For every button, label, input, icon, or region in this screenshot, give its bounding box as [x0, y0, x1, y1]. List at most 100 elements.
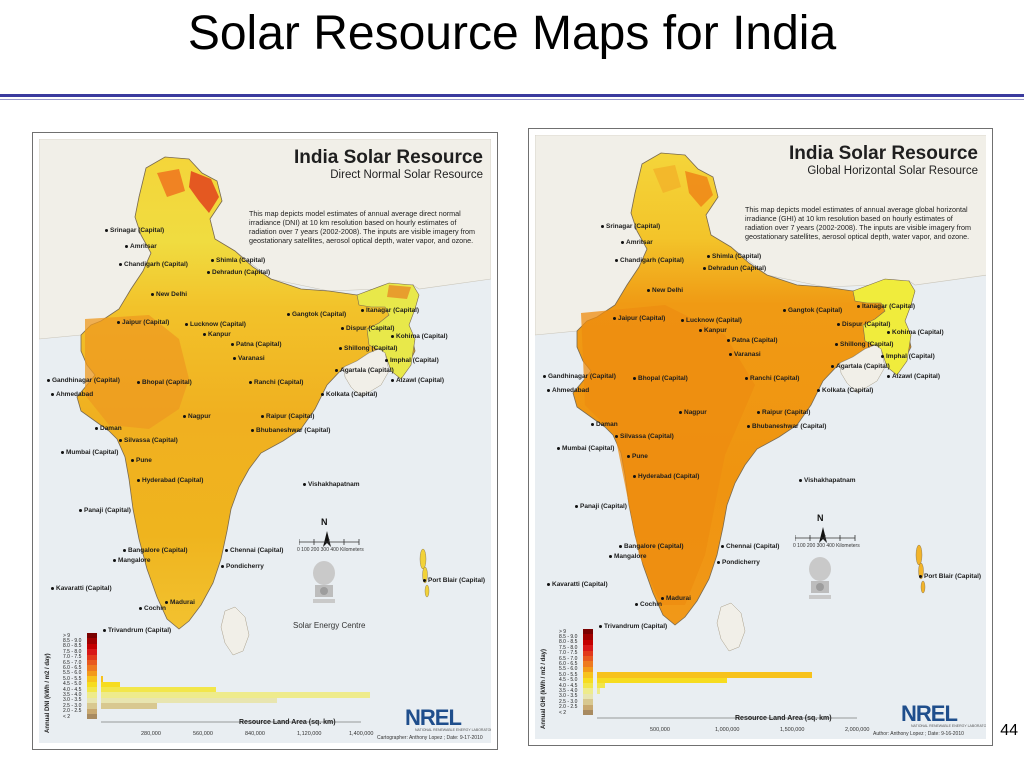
legend-class-label: 6.5 - 7.0 [559, 655, 578, 662]
scale-bar-label: 0 100 200 300 400 Kilometers [793, 543, 860, 549]
legend-swatch [583, 666, 593, 673]
city-label: Agartala (Capital) [831, 363, 890, 371]
city-label: Bhopal (Capital) [633, 375, 688, 383]
legend-class-label: 6.0 - 6.5 [63, 664, 82, 671]
resource-area-bar [101, 697, 278, 704]
city-label: Varanasi [233, 355, 265, 363]
map-description: This map depicts model estimates of annu… [249, 209, 475, 245]
high-resource-patch [189, 171, 219, 213]
city-label: Srinagar (Capital) [105, 227, 164, 235]
city-label: Chennai (Capital) [721, 543, 779, 551]
india-landmass [76, 156, 416, 630]
legend-class-label: 2.0 - 2.5 [63, 708, 82, 715]
legend-swatch [583, 645, 593, 651]
nrel-logo-subtitle: NATIONAL RENEWABLE ENERGY LABORATORY [415, 728, 491, 732]
legend-class-label: 3.5 - 4.0 [63, 691, 82, 698]
city-label: Amritsar [125, 243, 157, 251]
legend-class-label: 2.0 - 2.5 [559, 704, 578, 711]
legend-swatch [87, 692, 97, 698]
city-label: Bhubaneshwar (Capital) [747, 423, 826, 431]
city-label: Kohima (Capital) [391, 333, 448, 341]
emblem-caption: Solar Energy Centre [293, 621, 366, 630]
map-credit: Author: Anthony Lopez ; Date: 9-16-2010 [873, 731, 964, 737]
city-label: Silvassa (Capital) [615, 433, 674, 441]
legend-class-label: 4.5 - 5.0 [559, 677, 578, 684]
legend-swatch [87, 654, 97, 660]
legend-swatch [87, 676, 97, 682]
legend-swatch [87, 697, 97, 704]
resource-area-bar [597, 672, 812, 678]
legend-swatch [583, 639, 593, 646]
scale-bar-label: 0 100 200 300 400 Kilometers [297, 547, 364, 553]
legend-x-axis [101, 722, 361, 723]
high-resource-patch [157, 169, 185, 197]
legend-swatch [583, 677, 593, 683]
legend-class-label: 7.0 - 7.5 [63, 654, 82, 661]
city-label: Hyderabad (Capital) [633, 473, 699, 481]
resource-area-bar [597, 677, 727, 683]
sri-lanka-land [220, 606, 250, 656]
city-label: Bangalore (Capital) [619, 543, 684, 551]
city-label: Gangtok (Capital) [783, 307, 842, 315]
city-label: Jaipur (Capital) [613, 315, 665, 323]
city-label: Madurai [661, 595, 691, 603]
nrel-logo-subtitle: NATIONAL RENEWABLE ENERGY LABORATORY [911, 724, 986, 728]
city-label: Cochin [635, 601, 662, 609]
legend-swatch [583, 661, 593, 667]
city-label: Kavaratti (Capital) [547, 581, 608, 589]
map-credit: Cartographer: Anthony Lopez ; Date: 9-17… [377, 735, 483, 741]
map-description: This map depicts model estimates of annu… [745, 205, 971, 241]
city-label: Ahmedabad [51, 391, 93, 399]
city-label: Chandigarh (Capital) [615, 257, 684, 265]
legend-axis-title: Annual DNI (kWh / m2 / day) [45, 653, 51, 733]
dni-map-panel: India Solar Resource Direct Normal Solar … [39, 139, 491, 743]
city-label: Dispur (Capital) [341, 325, 394, 333]
city-label: Daman [591, 421, 618, 429]
map-subtitle: Global Horizontal Solar Resource [807, 165, 978, 177]
city-label: Dehradun (Capital) [703, 265, 766, 273]
legend-class-label: 3.0 - 3.5 [559, 693, 578, 700]
city-label: Silvassa (Capital) [119, 437, 178, 445]
city-label: Dehradun (Capital) [207, 269, 270, 277]
legend-tick-label: 1,500,000 [780, 727, 805, 733]
city-label: Bhopal (Capital) [137, 379, 192, 387]
legend-swatch [583, 672, 593, 678]
legend-class-label: 4.5 - 5.0 [63, 681, 82, 688]
city-label: Agartala (Capital) [335, 367, 394, 375]
legend-swatch [583, 634, 593, 640]
legend-tick-label: 2,000,000 [845, 727, 870, 733]
scale-bar [299, 539, 360, 545]
sri-lanka-land [716, 602, 746, 652]
city-label: Bangalore (Capital) [123, 547, 188, 555]
legend-swatch [583, 683, 593, 689]
city-label: Pondicherry [221, 563, 264, 571]
city-label: Ahmedabad [547, 387, 589, 395]
city-label: Ranchi (Capital) [745, 375, 799, 383]
city-label: Chennai (Capital) [225, 547, 283, 555]
legend-x-axis-title: Resource Land Area (sq. km) [239, 719, 336, 726]
legend-swatch [87, 643, 97, 650]
resource-area-bar [101, 676, 103, 682]
andaman-island [424, 584, 430, 598]
city-label: Raipur (Capital) [757, 409, 810, 417]
peak-resource-zone [85, 315, 189, 429]
legend-class-label: < 2 [63, 713, 71, 720]
city-label: Daman [95, 425, 122, 433]
state-emblem-icon [313, 561, 335, 603]
resource-area-bar [597, 683, 605, 689]
legend-class-label: 5.5 - 6.0 [63, 670, 82, 677]
city-label: Trivandrum (Capital) [599, 623, 667, 631]
legend-class-label: 8.5 - 9.0 [559, 633, 578, 640]
legend-swatch [87, 687, 97, 693]
legend-swatch [87, 703, 97, 709]
city-label: Patna (Capital) [231, 341, 282, 349]
city-label: Pune [627, 453, 648, 461]
legend-swatch [583, 699, 593, 705]
city-label: Nagpur [679, 409, 707, 417]
legend-swatch [87, 633, 97, 639]
legend-class-label: 3.0 - 3.5 [63, 697, 82, 704]
legend-tick-label: 1,120,000 [297, 731, 322, 737]
city-label: Cochin [139, 605, 166, 613]
city-label: Mumbai (Capital) [557, 445, 614, 453]
legend-tick-label: 500,000 [650, 727, 670, 733]
